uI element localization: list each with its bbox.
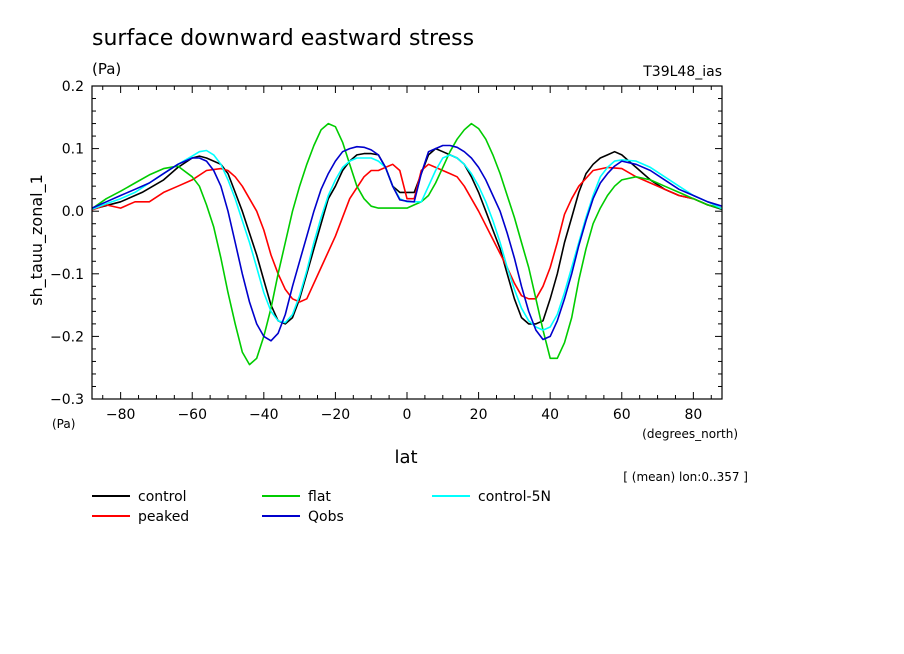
chart-title: surface downward eastward stress	[92, 26, 474, 51]
units-label: (Pa)	[92, 60, 121, 78]
x-tick-label: 20	[470, 407, 488, 423]
plot-frame	[91, 85, 723, 400]
y-tick-labels: −0.3 −0.2 −0.1 0.0 0.1 0.2	[50, 79, 84, 408]
series-lines	[91, 122, 723, 366]
x-tick-label: 40	[541, 407, 559, 423]
legend-label: control	[138, 489, 187, 505]
legend-label: Qobs	[308, 509, 344, 525]
y-tick-label: 0.2	[62, 79, 84, 95]
tick-marks	[92, 85, 722, 400]
x-tick-label: −60	[177, 407, 207, 423]
run-label: T39L48_ias	[642, 64, 722, 80]
y-tick-label: 0.1	[62, 142, 84, 158]
series-line-peaked	[91, 163, 723, 303]
x-tick-label: 80	[684, 407, 702, 423]
legend-label: peaked	[138, 509, 189, 525]
series-line-Qobs	[91, 144, 723, 342]
x-tick-label: −80	[106, 407, 136, 423]
x-tick-label: 60	[613, 407, 631, 423]
x-tick-label: −20	[321, 407, 351, 423]
y-tick-label: −0.3	[50, 392, 84, 408]
x-unit-label: (degrees_north)	[642, 427, 738, 441]
y-unit-label: (Pa)	[52, 417, 75, 431]
legend-label: control-5N	[478, 489, 551, 505]
footnote: [ (mean) lon:0..357 ]	[623, 470, 748, 484]
series-line-control-5N	[91, 149, 723, 331]
y-tick-label: 0.0	[62, 204, 84, 220]
y-axis-label: sh_tauu_zonal_1	[27, 174, 47, 306]
series-line-flat	[91, 122, 723, 366]
y-tick-label: −0.2	[50, 329, 84, 345]
x-axis-label: lat	[394, 447, 417, 468]
x-tick-label: −40	[249, 407, 279, 423]
series-line-control	[91, 147, 723, 325]
x-tick-label: 0	[403, 407, 412, 423]
y-tick-label: −0.1	[50, 267, 84, 283]
x-tick-labels: −80 −60 −40 −20 0 20 40 60 80	[106, 407, 702, 423]
legend-label: flat	[308, 489, 331, 505]
legend: control peaked flat Qobs control-5N	[92, 489, 551, 525]
